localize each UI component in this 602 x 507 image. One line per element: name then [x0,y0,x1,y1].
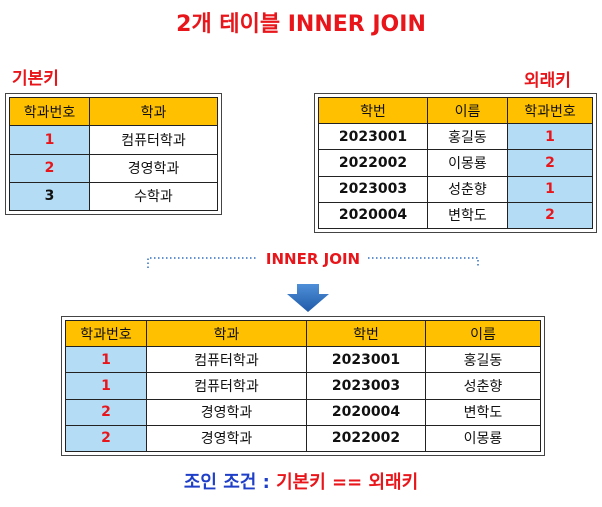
foreign-key-label: 외래키 [524,71,571,91]
student-table-frame: 학번 이름 학과번호 2023001 홍길동 1 2022002 이몽룡 2 2… [314,93,597,233]
table-row: 3 수학과 [9,181,218,212]
result-dept-name-cell: 컴퓨터학과 [146,346,307,374]
result-header-student-name: 이름 [425,319,541,348]
dept-name-cell: 경영학과 [89,153,218,183]
dept-id-cell: 3 [9,181,90,212]
join-label: INNER JOIN [265,250,361,268]
join-condition: 조인 조건 : 기본키 == 외래키 [0,468,602,494]
student-header-id: 학번 [318,96,428,125]
table-row: 1 컴퓨터학과 2023003 성춘향 [65,372,541,400]
join-connector [147,257,479,268]
result-student-id-cell: 2022002 [306,424,426,453]
table-row: 2 경영학과 [9,153,218,183]
result-student-id-cell: 2020004 [306,398,426,426]
student-name-cell: 홍길동 [427,123,508,151]
table-row: 1 컴퓨터학과 2023001 홍길동 [65,346,541,374]
result-dept-id-cell: 1 [65,372,147,400]
result-table: 학과번호 학과 학번 이름 1 컴퓨터학과 2023001 홍길동 1 컴퓨터학… [65,319,541,453]
table-row: 2023001 홍길동 1 [318,123,593,151]
student-dept-cell: 2 [507,201,593,230]
result-dept-name-cell: 컴퓨터학과 [146,372,307,400]
result-student-name-cell: 홍길동 [425,346,541,374]
dept-id-cell: 1 [9,125,90,155]
result-dept-id-cell: 2 [65,424,147,453]
result-student-name-cell: 변학도 [425,398,541,426]
dept-id-cell: 2 [9,153,90,183]
result-dept-name-cell: 경영학과 [146,398,307,426]
result-dept-id-cell: 2 [65,398,147,426]
dept-header-id: 학과번호 [9,96,90,127]
table-row: 2020004 변학도 2 [318,201,593,230]
dept-table-frame: 학과번호 학과 1 컴퓨터학과 2 경영학과 3 수학과 [5,93,222,215]
connector-right-line [368,257,479,268]
result-student-id-cell: 2023001 [306,346,426,374]
table-row: 2 경영학과 2020004 변학도 [65,398,541,426]
result-student-name-cell: 성춘향 [425,372,541,400]
student-name-cell: 이몽룡 [427,149,508,177]
student-dept-cell: 2 [507,149,593,177]
table-row: 2022002 이몽룡 2 [318,149,593,177]
student-name-cell: 성춘향 [427,175,508,203]
student-header-name: 이름 [427,96,508,125]
condition-prefix: 조인 조건 : [183,472,277,493]
dept-table: 학과번호 학과 1 컴퓨터학과 2 경영학과 3 수학과 [9,96,218,212]
student-id-cell: 2022002 [318,149,428,177]
student-dept-cell: 1 [507,175,593,203]
result-dept-name-cell: 경영학과 [146,424,307,453]
dept-name-cell: 컴퓨터학과 [89,125,218,155]
result-header-dept-id: 학과번호 [65,319,147,348]
condition-expression: 기본키 == 외래키 [276,472,419,493]
result-header-student-id: 학번 [306,319,426,348]
student-id-cell: 2023001 [318,123,428,151]
student-name-cell: 변학도 [427,201,508,230]
dept-name-cell: 수학과 [89,181,218,212]
down-arrow-icon [287,284,329,312]
result-student-id-cell: 2023003 [306,372,426,400]
primary-key-label: 기본키 [12,69,59,89]
result-student-name-cell: 이몽룡 [425,424,541,453]
student-id-cell: 2020004 [318,201,428,230]
student-table: 학번 이름 학과번호 2023001 홍길동 1 2022002 이몽룡 2 2… [318,96,593,230]
student-dept-cell: 1 [507,123,593,151]
student-header-dept: 학과번호 [507,96,593,125]
result-table-frame: 학과번호 학과 학번 이름 1 컴퓨터학과 2023001 홍길동 1 컴퓨터학… [61,316,545,456]
table-row: 1 컴퓨터학과 [9,125,218,155]
table-row: 2 경영학과 2022002 이몽룡 [65,424,541,453]
result-header-dept-name: 학과 [146,319,307,348]
diagram-title: 2개 테이블 INNER JOIN [176,12,426,37]
result-dept-id-cell: 1 [65,346,147,374]
student-id-cell: 2023003 [318,175,428,203]
dept-header-name: 학과 [89,96,218,127]
table-row: 2023003 성춘향 1 [318,175,593,203]
